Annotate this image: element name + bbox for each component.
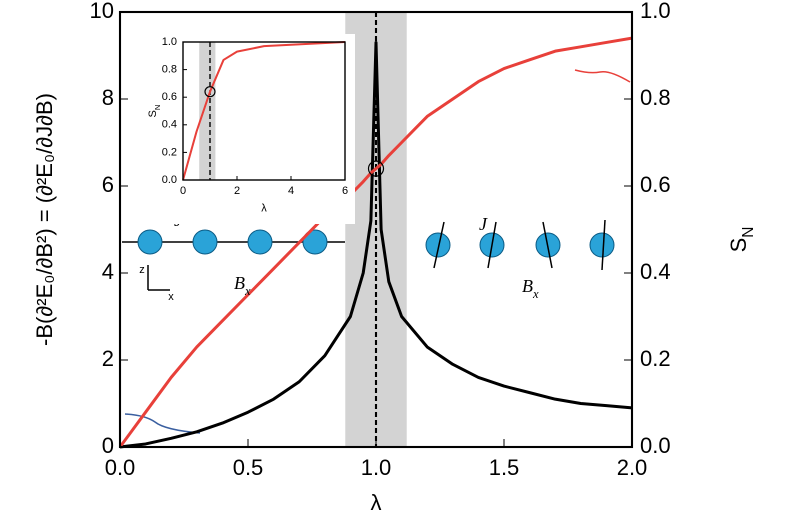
label-sub: N <box>153 105 162 111</box>
critical-point <box>204 86 216 98</box>
x-tick-label: 4 <box>288 185 294 197</box>
label-sub: N <box>740 227 757 238</box>
pointer-arrow <box>574 69 631 83</box>
y2-tick-label: 0.0 <box>640 433 671 458</box>
spin-arrow <box>487 221 497 269</box>
y-tick-label: 1.0 <box>162 36 177 48</box>
y-tick-label: 8 <box>102 85 114 110</box>
pointer-arrow <box>124 413 201 434</box>
x-tick-label: 6 <box>342 185 348 197</box>
x-tick-label: 1.5 <box>489 455 520 480</box>
y-tick-label: 6 <box>102 172 114 197</box>
y-axis-label: SN <box>147 105 162 118</box>
x-tick-label: 2.0 <box>617 455 648 480</box>
spin <box>247 229 273 255</box>
critical-point <box>367 160 385 177</box>
y-tick-label: 0 <box>102 433 114 458</box>
y-axis-label: -B(∂²E₀/∂B²) = (∂²E₀/∂J∂B) <box>32 93 57 346</box>
label-main: S <box>147 110 159 117</box>
x-tick-label: 0.5 <box>233 455 264 480</box>
x-tick-label: 2 <box>234 185 240 197</box>
y2-tick-label: 0.8 <box>640 85 671 110</box>
x-axis-label: λ <box>371 490 382 515</box>
annotation: J <box>479 214 488 234</box>
spin <box>589 232 615 258</box>
spin <box>302 229 328 255</box>
x-tick-label: 0.0 <box>105 455 136 480</box>
label-main: S <box>726 238 751 253</box>
data-line <box>119 40 633 449</box>
y-tick-label: 2 <box>102 346 114 371</box>
y2-axis-label: SN <box>726 227 757 253</box>
spin <box>425 232 451 258</box>
spin <box>192 229 218 255</box>
spin-arrow <box>542 221 553 269</box>
annotation: Bx <box>234 273 251 298</box>
spin <box>137 229 163 255</box>
spin-arrow <box>601 219 606 271</box>
data-line <box>118 36 633 448</box>
spin-diagram <box>122 69 631 434</box>
plot-frame <box>182 41 346 181</box>
x-axis-label: λ <box>261 203 267 215</box>
annotation: z <box>139 264 145 276</box>
y-tick-label: 0.8 <box>162 64 177 76</box>
x-tick-label: 1.0 <box>361 455 392 480</box>
y-tick-label: 0.2 <box>162 146 177 158</box>
annotation: Bx <box>522 276 539 301</box>
y2-tick-label: 0.4 <box>640 259 671 284</box>
y-tick-label: 10 <box>90 0 114 23</box>
y-tick-label: 0.4 <box>162 119 177 131</box>
annotation-sub: x <box>532 287 539 301</box>
inset-background <box>147 34 355 224</box>
spin-arrow <box>433 221 445 269</box>
y2-tick-label: 0.6 <box>640 172 671 197</box>
y-tick-label: 4 <box>102 259 114 284</box>
annotation-main: B <box>234 273 245 293</box>
annotation-main: B <box>522 276 533 296</box>
annotation: x <box>168 291 174 303</box>
y-tick-label: 0.0 <box>162 174 177 186</box>
critical-region <box>199 42 216 180</box>
annotation-sub: x <box>244 284 251 298</box>
y2-tick-label: 0.2 <box>640 346 671 371</box>
y-tick-label: 0.6 <box>162 91 177 103</box>
y2-tick-label: 1.0 <box>640 0 671 23</box>
x-tick-label: 0 <box>180 185 186 197</box>
data-line <box>182 41 346 181</box>
